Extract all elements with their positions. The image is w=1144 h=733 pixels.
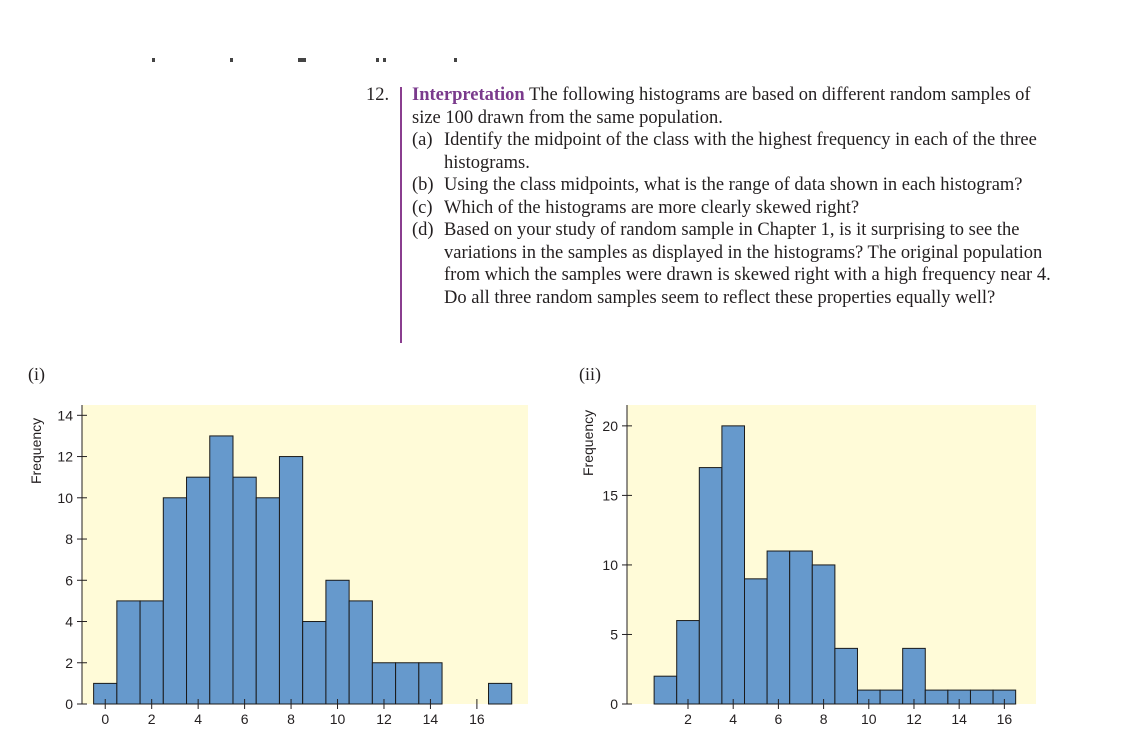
histogram-i-bar <box>162 497 188 705</box>
histogram-ii-bar <box>698 467 723 705</box>
histogram-i-y-tick-label: 12 <box>57 449 73 465</box>
histogram-ii-bar <box>902 647 926 705</box>
histogram-i-x-tick-label: 2 <box>148 711 156 727</box>
histogram-ii-y-tick-label: 5 <box>610 626 618 642</box>
histogram-ii-x-tick-label: 12 <box>906 711 922 727</box>
histogram-i: 0 2 4 6 8 10 12 14 0 2 4 6 8 10 12 14 16 <box>57 405 528 727</box>
histogram-i-y-tick-label: 4 <box>65 614 73 630</box>
histogram-ii-bar <box>924 689 949 705</box>
histogram-i-label: (i) <box>28 364 45 384</box>
histogram-ii-bar <box>879 689 904 705</box>
histogram-ii-x-tick-label: 2 <box>684 711 692 727</box>
histogram-ii-x-tick-label: 8 <box>820 711 828 727</box>
histogram-i-y-tick-label: 8 <box>65 531 73 547</box>
histogram-i-x-tick-label: 0 <box>101 711 109 727</box>
exercise-heading: Interpretation <box>412 85 525 105</box>
histogram-i-bar <box>488 682 513 705</box>
histogram-ii-bar <box>811 564 836 705</box>
histogram-i-y-tick-label: 0 <box>65 696 73 712</box>
histogram-ii: 0 5 10 15 20 2 4 6 8 10 12 14 16 <box>602 405 1036 727</box>
part-text: Using the class midpoints, what is the r… <box>444 175 1023 195</box>
exercise-body: Interpretation The following histograms … <box>412 84 1052 309</box>
histogram-ii-bar <box>834 647 858 705</box>
histogram-ii-bar <box>653 675 678 705</box>
histogram-ii-y-tick-label: 20 <box>602 418 618 434</box>
histogram-ii-bar <box>766 550 791 705</box>
histogram-ii-x-tick-label: 10 <box>861 711 877 727</box>
part-b: (b) Using the class midpoints, what is t… <box>412 174 1052 197</box>
cropped-axis-ticks <box>140 58 480 66</box>
histogram-i-bar <box>348 600 373 705</box>
exercise-number: 12. <box>366 85 390 105</box>
histogram-i-x-tick-label: 4 <box>194 711 202 727</box>
histogram-i-bar <box>395 662 420 705</box>
histogram-ii-bar <box>744 578 768 705</box>
histogram-i-x-tick-label: 8 <box>287 711 295 727</box>
histogram-i-bar <box>139 600 164 705</box>
histogram-i-y-tick-label: 2 <box>65 655 73 671</box>
part-label: (d) <box>412 220 434 240</box>
histogram-ii-bar <box>969 689 994 705</box>
histogram-i-x-tick-label: 16 <box>469 711 485 727</box>
histogram-i-bar <box>186 476 211 705</box>
part-c: (c) Which of the histograms are more cle… <box>412 197 1052 220</box>
histogram-ii-x-tick-label: 6 <box>774 711 782 727</box>
part-label: (a) <box>412 130 433 150</box>
histogram-i-x-tick-label: 10 <box>330 711 346 727</box>
histogram-i-bar <box>232 476 257 705</box>
part-label: (b) <box>412 175 434 195</box>
part-label: (c) <box>412 197 433 218</box>
histogram-i-bar <box>255 497 280 705</box>
histogram-i-bar <box>418 662 443 705</box>
exercise-intro: Interpretation The following histograms … <box>412 84 1052 129</box>
part-text: Based on your study of random sample in … <box>444 220 1051 308</box>
histogram-i-x-tick-label: 6 <box>241 711 249 727</box>
histogram-i-bar <box>325 579 350 705</box>
part-text: Identify the midpoint of the class with … <box>444 130 1037 173</box>
histogram-ii-bar <box>721 425 746 705</box>
histogram-i-y-tick-label: 14 <box>57 407 73 423</box>
histogram-i-x-tick-label: 12 <box>376 711 392 727</box>
histogram-i-y-tick-label: 6 <box>65 572 73 588</box>
histogram-ii-x-tick-label: 16 <box>997 711 1013 727</box>
histogram-i-bar <box>371 662 397 705</box>
part-d: (d) Based on your study of random sample… <box>412 219 1052 309</box>
histogram-ii-bar <box>676 620 700 705</box>
histogram-i-y-tick-label: 10 <box>57 490 73 506</box>
histogram-ii-y-tick-label: 15 <box>602 487 618 503</box>
histogram-ii-bar <box>789 550 813 705</box>
histogram-ii-y-tick-label: 10 <box>602 557 618 573</box>
histogram-ii-x-tick-label: 4 <box>729 711 737 727</box>
histogram-i-bar <box>116 600 141 705</box>
histogram-ii-label: (ii) <box>579 364 601 384</box>
histogram-i-bar <box>302 621 327 705</box>
histogram-i-bar <box>278 456 304 705</box>
part-text: Which of the histograms are more clearly… <box>444 197 860 218</box>
histogram-i-bar <box>209 435 234 705</box>
part-a: (a) Identify the midpoint of the class w… <box>412 129 1052 174</box>
exercise-intro-text: The following histograms are based on di… <box>412 85 1031 128</box>
exercise-margin-rule <box>400 87 402 343</box>
histogram-ii-y-tick-label: 0 <box>610 696 618 712</box>
histogram-ii-x-tick-label: 14 <box>951 711 967 727</box>
histogram-i-x-tick-label: 14 <box>423 711 439 727</box>
